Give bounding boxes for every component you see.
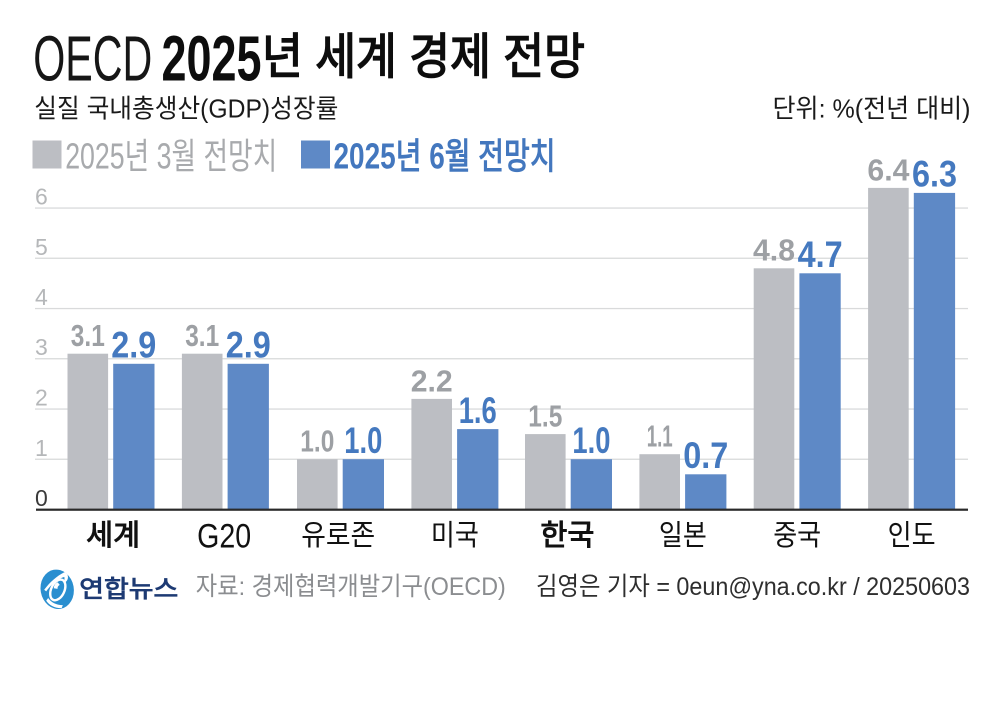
- svg-text:미국: 미국: [431, 520, 479, 552]
- svg-text:일본: 일본: [659, 520, 707, 552]
- svg-text:4.8: 4.8: [753, 233, 795, 268]
- svg-text:자료: 경제협력개발기구(OECD): 자료: 경제협력개발기구(OECD): [196, 573, 506, 601]
- svg-text:OECD: OECD: [33, 23, 152, 95]
- svg-text:1.5: 1.5: [528, 399, 562, 434]
- svg-text:1.0: 1.0: [300, 424, 334, 459]
- svg-text:중국: 중국: [773, 520, 821, 552]
- svg-text:1: 1: [35, 435, 48, 461]
- svg-text:2: 2: [35, 385, 48, 411]
- svg-text:2.2: 2.2: [411, 363, 453, 398]
- svg-text:6: 6: [35, 184, 48, 210]
- svg-text:단위: %(전년 대비): 단위: %(전년 대비): [773, 93, 971, 123]
- svg-text:2025년 6월 전망치: 2025년 6월 전망치: [334, 136, 556, 177]
- svg-text:2.9: 2.9: [111, 325, 156, 366]
- svg-text:2.9: 2.9: [226, 325, 271, 366]
- svg-text:3.1: 3.1: [71, 318, 105, 353]
- svg-text:0.7: 0.7: [683, 435, 728, 476]
- svg-text:2025년 3월 전망치: 2025년 3월 전망치: [65, 136, 277, 177]
- svg-text:G20: G20: [197, 517, 251, 555]
- svg-text:1.0: 1.0: [344, 420, 382, 461]
- svg-text:6.4: 6.4: [867, 152, 910, 187]
- svg-text:1.0: 1.0: [572, 420, 610, 461]
- svg-text:세계: 세계: [86, 519, 140, 552]
- svg-text:6.3: 6.3: [912, 154, 957, 195]
- svg-text:한국: 한국: [540, 519, 594, 552]
- svg-text:5: 5: [35, 234, 48, 260]
- svg-text:유로존: 유로존: [301, 520, 375, 552]
- svg-text:년 세계 경제 전망: 년 세계 경제 전망: [262, 31, 585, 85]
- svg-text:인도: 인도: [888, 520, 936, 552]
- svg-text:2025: 2025: [162, 23, 262, 95]
- svg-text:1.1: 1.1: [647, 419, 673, 454]
- svg-text:3: 3: [35, 334, 48, 360]
- svg-text:실질 국내총생산(GDP)성장률: 실질 국내총생산(GDP)성장률: [34, 93, 338, 123]
- svg-text:1.6: 1.6: [459, 390, 497, 431]
- svg-text:김영은 기자 = 0eun@yna.co.kr / 2025: 김영은 기자 = 0eun@yna.co.kr / 20250603: [536, 573, 970, 601]
- svg-text:4: 4: [35, 284, 48, 310]
- svg-text:3.1: 3.1: [185, 318, 219, 353]
- svg-text:0: 0: [35, 485, 48, 511]
- svg-text:연합뉴스: 연합뉴스: [79, 576, 178, 603]
- svg-text:4.7: 4.7: [798, 234, 843, 275]
